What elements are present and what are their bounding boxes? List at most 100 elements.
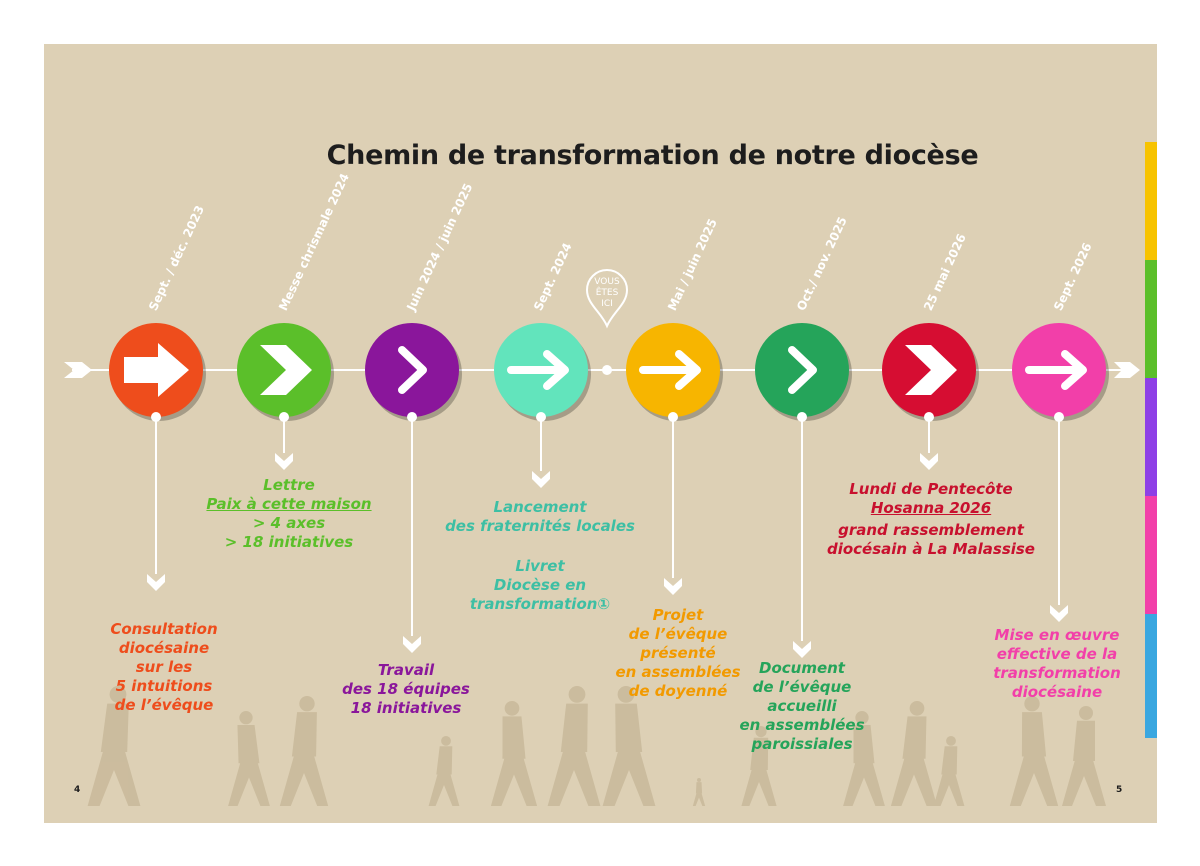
side-tab-purple xyxy=(1145,378,1157,496)
person-body xyxy=(853,724,875,764)
person-silhouette xyxy=(602,686,656,806)
lundi-line: Lundi de Pentecôte xyxy=(849,480,1013,498)
lettre-title: Paix à cette maison xyxy=(206,495,372,513)
person-silhouette xyxy=(279,696,329,806)
lettre-line: Lettre xyxy=(263,476,315,494)
step-dot xyxy=(668,412,678,422)
person-head xyxy=(697,778,701,782)
step-circle xyxy=(237,323,331,417)
person-body xyxy=(436,746,453,775)
down-chevron-icon xyxy=(532,471,550,488)
consultation-line: de l’évêque xyxy=(114,696,214,714)
step-3 xyxy=(365,323,462,422)
step-circle xyxy=(755,323,849,417)
document-line: Document xyxy=(759,659,845,677)
down-chevron-icon xyxy=(1050,605,1068,622)
location-pin-icon xyxy=(585,269,629,329)
travail-line: 18 initiatives xyxy=(350,699,462,717)
down-chevron-icon xyxy=(793,641,811,658)
step-5 xyxy=(626,323,723,422)
travail-line: des 18 équipes xyxy=(342,680,470,698)
document-line: paroissiales xyxy=(751,735,853,753)
down-chevron-icon xyxy=(920,453,938,470)
person-silhouette xyxy=(933,736,965,806)
person-head xyxy=(299,696,315,712)
person-legs xyxy=(279,755,329,806)
side-tab-yellow xyxy=(1145,142,1157,260)
step-4 xyxy=(494,323,591,422)
person-legs xyxy=(692,793,706,806)
mise-line: effective de la xyxy=(996,645,1118,663)
step-circle xyxy=(365,323,459,417)
person-silhouette xyxy=(741,726,777,806)
person-head xyxy=(855,711,869,725)
lancement-text: Lancement des fraternités locales xyxy=(430,498,650,536)
page-spread: Chemin de transformation de notre diocès… xyxy=(44,44,1157,823)
projet-line: en assemblées xyxy=(615,663,741,681)
down-chevron-icon xyxy=(275,453,293,470)
axis-start-chevron-icon xyxy=(64,362,92,378)
arrow-icon xyxy=(543,350,569,390)
travail-text: Travail des 18 équipes 18 initiatives xyxy=(326,661,486,718)
lettre-line: > 18 initiatives xyxy=(224,533,354,551)
projet-line: présenté xyxy=(640,644,716,662)
step-8 xyxy=(1012,323,1109,422)
person-body xyxy=(902,716,927,759)
person-legs xyxy=(490,757,538,806)
livret-line: Livret xyxy=(515,557,565,575)
you-are-here-label: VOUS xyxy=(594,277,620,287)
chevron-double-icon xyxy=(260,345,312,395)
person-legs xyxy=(428,773,460,806)
person-head xyxy=(239,711,253,725)
mise-line: Mise en œuvre xyxy=(994,626,1120,644)
side-tab-green xyxy=(1145,260,1157,378)
document-line: de l’évêque xyxy=(752,678,852,696)
timeline-steps xyxy=(109,323,1109,422)
person-legs xyxy=(87,750,141,806)
person-legs xyxy=(890,757,938,806)
arrow-block-icon xyxy=(124,343,189,397)
person-silhouette xyxy=(547,686,601,806)
lundi-line: grand rassemblement xyxy=(838,521,1024,539)
person-legs xyxy=(1009,755,1059,806)
side-tab-pink xyxy=(1145,496,1157,614)
chevron-icon xyxy=(398,346,427,394)
person-body xyxy=(560,703,588,752)
lettre-line: > 4 axes xyxy=(252,514,326,532)
person-legs xyxy=(547,750,601,806)
person-head xyxy=(755,726,767,738)
person-silhouette xyxy=(428,736,460,806)
you-are-here-label: ÊTES xyxy=(596,286,619,298)
mise-text: Mise en œuvre effective de la transforma… xyxy=(977,626,1137,702)
person-head xyxy=(504,701,520,716)
location-dot xyxy=(602,365,612,375)
document-line: en assemblées xyxy=(739,716,865,734)
step-dot xyxy=(279,412,289,422)
lundi-title: Hosanna 2026 xyxy=(870,499,992,517)
person-legs xyxy=(602,750,656,806)
person-body xyxy=(941,746,958,775)
step-dot xyxy=(536,412,546,422)
person-silhouette xyxy=(843,711,885,806)
person-body xyxy=(750,737,769,770)
projet-line: Projet xyxy=(652,606,704,624)
person-head xyxy=(909,701,925,716)
person-silhouette xyxy=(890,701,938,806)
lancement-line: Lancement xyxy=(493,498,587,516)
person-silhouette xyxy=(87,686,141,806)
person-legs xyxy=(843,762,885,806)
projet-line: de doyenné xyxy=(628,682,728,700)
step-dot xyxy=(1054,412,1064,422)
document-text: Document de l’évêque accueilli en assemb… xyxy=(722,659,882,754)
arrow-icon xyxy=(1061,350,1087,390)
page-title: Chemin de transformation de notre diocès… xyxy=(326,140,979,171)
consultation-line: 5 intuitions xyxy=(115,677,213,695)
person-body xyxy=(615,703,643,752)
person-legs xyxy=(741,769,777,806)
travail-line: Travail xyxy=(377,661,435,679)
chevron-icon xyxy=(788,346,817,394)
you-are-here-label: ICI xyxy=(601,299,613,309)
person-head xyxy=(441,736,451,746)
document-line: accueilli xyxy=(767,697,837,715)
